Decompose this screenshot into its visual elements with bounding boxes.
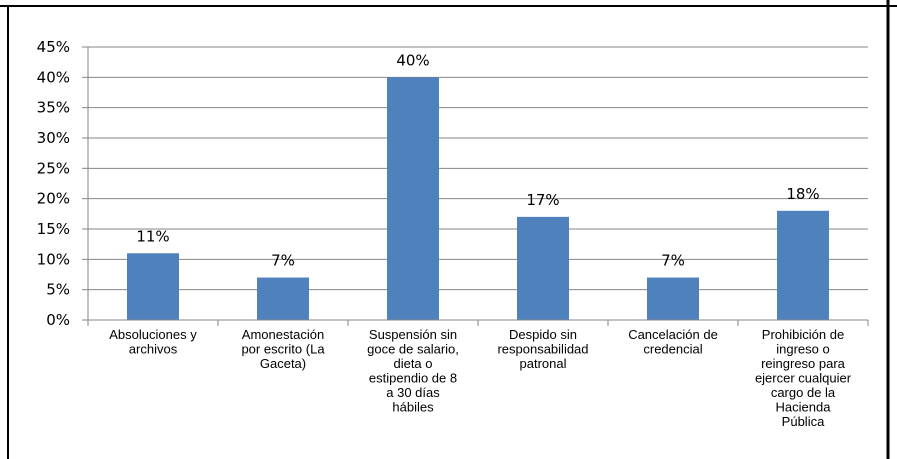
y-tick-label: 15% <box>37 220 70 238</box>
category-label: Amonestación <box>242 327 324 342</box>
y-tick-label: 30% <box>37 129 70 147</box>
category-label: Pública <box>782 414 825 429</box>
category-label: credencial <box>643 342 702 357</box>
y-tick-label: 0% <box>46 311 70 329</box>
category-label: reingreso para <box>761 356 846 371</box>
data-labels: 11% 7% 40% 17% 7% 18% <box>136 51 819 269</box>
data-label: 17% <box>526 191 559 209</box>
y-tick-label: 25% <box>37 159 70 177</box>
y-tick-label: 5% <box>46 281 70 299</box>
y-tick-label: 20% <box>37 190 70 208</box>
x-axis <box>87 47 869 326</box>
category-label: Despido sin <box>509 327 577 342</box>
y-tick-label: 10% <box>37 250 70 268</box>
y-tick-label: 45% <box>37 38 70 56</box>
category-label: Absoluciones y <box>109 327 197 342</box>
data-label: 7% <box>661 252 685 270</box>
y-tick-label: 40% <box>37 68 70 86</box>
category-label: goce de salario, <box>367 342 459 357</box>
category-label: Hacienda <box>776 400 832 415</box>
category-label: archivos <box>129 342 178 357</box>
category-label: estipendio de 8 <box>369 371 457 386</box>
data-label: 18% <box>786 185 819 203</box>
category-label: a 30 días <box>386 385 440 400</box>
category-label: por escrito (La <box>241 342 325 357</box>
y-axis-ticks: 0% 5% 10% 15% 20% 25% 30% 35% 40% 45% <box>37 38 88 329</box>
category-label: responsabilidad <box>497 342 588 357</box>
bars <box>127 77 829 320</box>
category-label: ingreso o <box>776 342 829 357</box>
bar <box>777 210 829 320</box>
category-label: dieta o <box>393 356 432 371</box>
category-label: Suspensión sin <box>369 327 457 342</box>
bar <box>647 277 699 320</box>
category-label: Prohibición de <box>762 327 844 342</box>
category-label: patronal <box>520 356 567 371</box>
bar <box>257 277 309 320</box>
category-label: hábiles <box>392 400 434 415</box>
bar <box>517 216 569 320</box>
category-label: cargo de la <box>771 385 836 400</box>
category-label: Gaceta) <box>260 356 306 371</box>
category-label: ejercer cualquier <box>755 371 852 386</box>
bar <box>127 253 179 320</box>
y-tick-label: 35% <box>37 99 70 117</box>
gridlines <box>88 46 868 291</box>
data-label: 11% <box>136 227 169 245</box>
data-label: 7% <box>271 252 295 270</box>
data-label: 40% <box>396 51 429 69</box>
bar <box>387 77 439 320</box>
category-label: Cancelación de <box>628 327 718 342</box>
